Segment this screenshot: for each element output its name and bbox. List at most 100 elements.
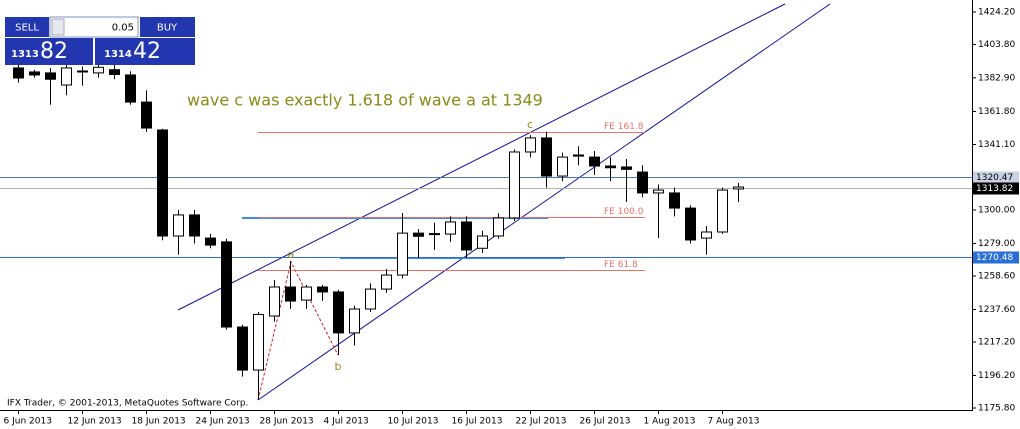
candle-body (429, 233, 440, 236)
candle-body (45, 72, 56, 80)
lot-spinner[interactable] (51, 18, 65, 36)
x-tick-label: 28 Jun 2013 (260, 417, 314, 427)
y-tick-label: 1424.20 (978, 8, 1015, 18)
candle-body (141, 101, 152, 129)
lot-input[interactable] (49, 16, 139, 38)
candle-body (93, 66, 104, 74)
candle-body (477, 235, 488, 249)
candle-body (253, 313, 264, 371)
candle-body (269, 286, 280, 317)
candle-body (13, 67, 24, 79)
y-tick-label: 1237.60 (978, 305, 1015, 315)
candle-body (333, 291, 344, 334)
bid-price-major[interactable]: 1313 (11, 49, 39, 60)
y-tick-label: 1341.10 (978, 140, 1015, 150)
candle-body (653, 189, 664, 194)
candle-body (221, 241, 232, 328)
candle-body (381, 274, 392, 290)
candle-body (573, 154, 584, 157)
price-level-label: 1320.47 (976, 173, 1013, 183)
x-tick-label: 1 Aug 2013 (644, 417, 696, 427)
x-tick-label: 6 Jun 2013 (4, 417, 52, 427)
candle-body (717, 189, 728, 233)
candle-body (173, 214, 184, 237)
candle-body (189, 214, 200, 237)
y-tick-label: 1300.00 (978, 206, 1015, 216)
fib-label: FE 61.8 (604, 260, 638, 270)
annotation: wave c was exactly 1.618 of wave a at 13… (187, 91, 543, 110)
candle-body (317, 286, 328, 293)
candle-body (61, 67, 72, 86)
price-level-box (973, 171, 1019, 184)
x-tick-label: 22 Jul 2013 (516, 417, 567, 427)
candle-body (205, 237, 216, 246)
fib-label: FE 161.8 (604, 122, 644, 132)
x-tick-label: 7 Aug 2013 (708, 417, 760, 427)
candle-body (365, 288, 376, 310)
y-tick-label: 1382.90 (978, 73, 1015, 83)
candle-body (493, 217, 504, 237)
candle-body (701, 231, 712, 239)
bid-box[interactable] (5, 38, 93, 65)
candle-body (445, 221, 456, 235)
x-tick-label: 10 Jul 2013 (388, 417, 439, 427)
trend-line (257, 3, 831, 401)
candle-body (733, 186, 744, 190)
candle-body (125, 74, 136, 103)
bid-price-minor[interactable]: 82 (40, 39, 68, 64)
price-level-box (973, 251, 1019, 264)
wave-label: c (527, 118, 533, 131)
ask-price-major[interactable]: 1314 (104, 49, 132, 60)
price-level-label: 1313.82 (976, 184, 1013, 194)
trade-panel: SELL 0.05 BUY 1313 82 1314 42 (5, 16, 195, 65)
price-level-box (973, 182, 1019, 195)
candle-body (301, 286, 312, 301)
price-level-label: 1270.48 (976, 253, 1013, 263)
ask-price-minor[interactable]: 42 (133, 39, 161, 64)
candle-body (541, 137, 552, 177)
candle-body (685, 207, 696, 241)
wave-label: a (288, 248, 295, 261)
footer: IFX Trader, © 2001-2013, MetaQuotes Soft… (7, 399, 248, 409)
x-tick-label: 12 Jun 2013 (68, 417, 122, 427)
candle-body (605, 165, 616, 169)
buy-label[interactable]: BUY (157, 23, 178, 34)
candle-body (509, 151, 520, 219)
candle-body (237, 326, 248, 371)
sell-label[interactable]: SELL (15, 23, 39, 34)
candle-body (157, 129, 168, 237)
candle-body (461, 221, 472, 251)
y-tick-label: 1196.20 (978, 371, 1015, 381)
ask-box[interactable] (95, 38, 195, 65)
candle-body (621, 166, 632, 170)
y-tick-label: 1258.60 (978, 272, 1015, 282)
lot-value[interactable]: 0.05 (112, 23, 134, 34)
y-tick-label: 1279.00 (978, 239, 1015, 249)
sell-button[interactable] (5, 17, 49, 37)
y-tick-label: 1361.80 (978, 107, 1015, 117)
candle-body (29, 71, 40, 76)
x-tick-label: 16 Jul 2013 (452, 417, 503, 427)
candle-body (285, 286, 296, 302)
y-tick-label: 1403.80 (978, 40, 1015, 50)
candle-body (397, 232, 408, 276)
trend-line (177, 3, 786, 311)
candle-body (557, 156, 568, 177)
candle-body (109, 69, 120, 75)
x-tick-label: 18 Jun 2013 (132, 417, 186, 427)
candle-body (349, 308, 360, 334)
x-tick-label: 26 Jul 2013 (580, 417, 631, 427)
candle-body (637, 171, 648, 194)
fib-label: FE 100.0 (604, 207, 644, 217)
candle-body (413, 232, 424, 237)
wave-label: b (335, 360, 342, 373)
x-tick-label: 24 Jun 2013 (196, 417, 250, 427)
candle-body (77, 70, 88, 73)
buy-button[interactable] (140, 17, 195, 37)
candle-body (669, 192, 680, 209)
x-tick-label: 4 Jul 2013 (324, 417, 369, 427)
candle-body (525, 137, 536, 153)
y-tick-label: 1175.80 (978, 404, 1015, 414)
candle-body (589, 156, 600, 167)
